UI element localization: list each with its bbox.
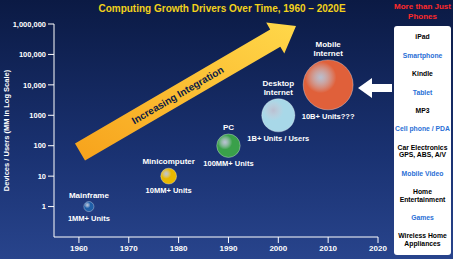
svg-text:1980: 1980 <box>170 244 188 253</box>
svg-text:1970: 1970 <box>120 244 138 253</box>
html-text:Mobile Video: Mobile Video <box>401 169 444 177</box>
svg-text:Devices / Users (MM in Log Sca: Devices / Users (MM in Log Scale) <box>8 69 11 191</box>
html-text:More than Just Phones: More than Just Phones <box>394 2 451 21</box>
html-text:Car Electronics GPS, ABS, A/V: Car Electronics GPS, ABS, A/V <box>397 143 448 159</box>
svg-text:Mainframe: Mainframe <box>69 191 110 200</box>
html-text:Kindle: Kindle <box>412 70 433 78</box>
svg-text:1,000,000: 1,000,000 <box>13 20 46 29</box>
svg-text:1B+ Units / Users: 1B+ Units / Users <box>247 134 309 143</box>
svg-text:2020: 2020 <box>369 244 387 253</box>
svg-text:MobileInternet: MobileInternet <box>313 40 343 58</box>
svg-text:10: 10 <box>38 172 46 181</box>
svg-text:100: 100 <box>33 141 46 150</box>
html-text:Smartphone: Smartphone <box>402 51 443 59</box>
svg-text:10MM+ Units: 10MM+ Units <box>146 186 192 195</box>
svg-text:Increasing Integration: Increasing Integration <box>130 64 226 126</box>
html-text:MP3: MP3 <box>415 106 430 114</box>
svg-text:100,000: 100,000 <box>19 50 46 59</box>
html-text:Cell phone / PDA: Cell phone / PDA <box>395 125 450 133</box>
svg-text:10B+ Units???: 10B+ Units??? <box>302 112 355 121</box>
html-text:Games: Games <box>411 214 434 221</box>
svg-text:1MM+ Units: 1MM+ Units <box>68 214 110 223</box>
svg-text:PC: PC <box>223 123 234 132</box>
html-text:Home Entertainment: Home Entertainment <box>399 188 446 203</box>
svg-text:1990: 1990 <box>220 244 238 253</box>
html-text:Wireless Home Appliances: Wireless Home Appliances <box>398 232 447 247</box>
svg-text:2000: 2000 <box>269 244 287 253</box>
svg-text:1960: 1960 <box>70 244 88 253</box>
svg-text:100MM+ Units: 100MM+ Units <box>203 159 253 168</box>
svg-text:Minicomputer: Minicomputer <box>142 157 194 166</box>
svg-text:DesktopInternet: DesktopInternet <box>263 79 295 97</box>
html-text:Computing Growth Drivers Over: Computing Growth Drivers Over Time, 1960… <box>98 3 346 14</box>
svg-text:2010: 2010 <box>319 244 337 253</box>
html-text:iPad: iPad <box>415 33 430 41</box>
html-text:Tablet: Tablet <box>412 88 433 96</box>
svg-text:10,000: 10,000 <box>23 81 46 90</box>
svg-text:1: 1 <box>42 202 46 211</box>
svg-text:1000: 1000 <box>29 111 46 120</box>
